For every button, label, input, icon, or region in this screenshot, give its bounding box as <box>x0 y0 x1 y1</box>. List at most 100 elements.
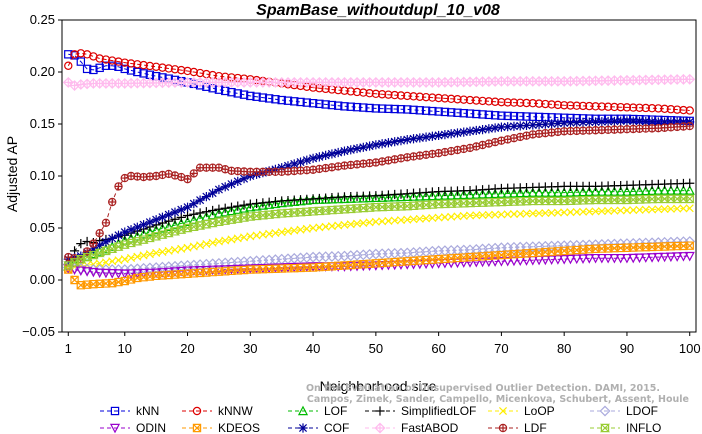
point-odin <box>559 255 570 265</box>
point-knn <box>352 102 362 112</box>
legend-marker-knnw <box>192 406 202 416</box>
point-lof <box>533 187 545 197</box>
point-cof <box>660 117 670 127</box>
point-loop <box>139 251 148 260</box>
point-lof <box>446 189 457 200</box>
point-loop <box>378 217 387 226</box>
point-cof <box>540 119 550 129</box>
point-lof <box>270 198 281 209</box>
point-cof <box>584 117 594 127</box>
point-cof <box>151 215 161 225</box>
point-lof <box>358 192 369 203</box>
point-cof <box>176 205 186 215</box>
point-odin <box>672 252 683 262</box>
point-odin <box>653 252 664 263</box>
point-knn <box>101 61 111 70</box>
legend-marker-ldof <box>599 405 611 417</box>
point-odin <box>295 262 306 273</box>
series-layer <box>62 49 696 290</box>
x-tick-label: 90 <box>620 341 634 356</box>
point-cof <box>88 244 98 254</box>
point-lof <box>508 187 520 198</box>
series-fastabod <box>62 73 696 91</box>
point-loop <box>396 216 405 225</box>
point-knnw <box>610 102 619 112</box>
point-cof <box>653 117 663 127</box>
point-lof <box>176 218 187 228</box>
point-knn <box>227 87 236 97</box>
point-knnw <box>371 89 381 99</box>
point-knnw <box>101 55 111 64</box>
point-cof <box>283 161 293 171</box>
point-loop <box>327 222 336 231</box>
point-knn <box>384 104 393 114</box>
legend-marker-kdeos <box>192 423 202 433</box>
point-lof <box>615 186 626 196</box>
point-knn <box>365 103 374 113</box>
point-odin <box>82 267 93 277</box>
point-cof <box>666 117 676 127</box>
point-cof <box>503 122 513 132</box>
point-cof <box>352 143 362 154</box>
legend-item-knnw: kNNW <box>182 404 253 418</box>
legend-label-knnw: kNNW <box>218 404 253 418</box>
point-cof <box>233 176 243 187</box>
point-loop <box>384 216 393 225</box>
point-simplifiedlof <box>214 204 224 214</box>
point-knn <box>428 106 437 116</box>
point-cof <box>295 157 306 167</box>
point-lof <box>684 185 695 195</box>
series-line-ldof <box>68 241 690 271</box>
point-knn <box>290 97 299 106</box>
point-loop <box>616 206 625 215</box>
x-tick-label: 10 <box>118 341 132 356</box>
point-loop <box>95 259 104 268</box>
point-knnw <box>421 92 431 102</box>
legend-label-inflo: INFLO <box>626 421 661 434</box>
point-knn <box>497 111 506 120</box>
point-knnw <box>578 101 588 111</box>
point-knn <box>302 98 312 107</box>
point-loop <box>214 237 223 246</box>
point-odin <box>88 267 99 278</box>
point-cof <box>107 233 117 243</box>
point-loop <box>101 258 110 267</box>
point-loop <box>189 242 198 251</box>
point-cof <box>641 116 651 127</box>
point-cof <box>452 128 463 138</box>
point-cof <box>471 125 481 136</box>
point-knnw <box>566 101 575 110</box>
point-knnw <box>490 97 500 106</box>
point-odin <box>389 260 400 271</box>
point-odin <box>646 253 658 263</box>
point-odin <box>251 264 262 274</box>
point-odin <box>307 262 319 272</box>
point-odin <box>577 254 589 264</box>
point-knnw <box>528 98 537 108</box>
point-loop <box>346 220 355 229</box>
point-cof <box>402 135 412 145</box>
point-odin <box>609 253 620 264</box>
legend-label-ldof: LDOF <box>626 404 658 418</box>
point-knnw <box>685 106 694 115</box>
point-lof <box>414 191 425 201</box>
point-lof <box>496 188 507 198</box>
point-lof <box>439 190 451 200</box>
point-loop <box>309 223 318 233</box>
point-cof <box>239 174 249 184</box>
point-loop <box>459 211 468 220</box>
point-lof <box>370 192 381 203</box>
point-odin <box>502 256 513 267</box>
point-knn <box>440 107 450 117</box>
point-lof <box>339 193 350 204</box>
point-simplifiedlof <box>76 239 86 249</box>
point-loop <box>585 207 594 216</box>
point-knnw <box>541 99 550 109</box>
point-loop <box>315 223 324 232</box>
point-odin <box>245 264 256 274</box>
point-knnw <box>516 98 525 107</box>
point-loop <box>622 206 631 215</box>
point-loop <box>359 218 368 228</box>
point-odin <box>289 262 300 273</box>
point-knn <box>478 110 487 119</box>
